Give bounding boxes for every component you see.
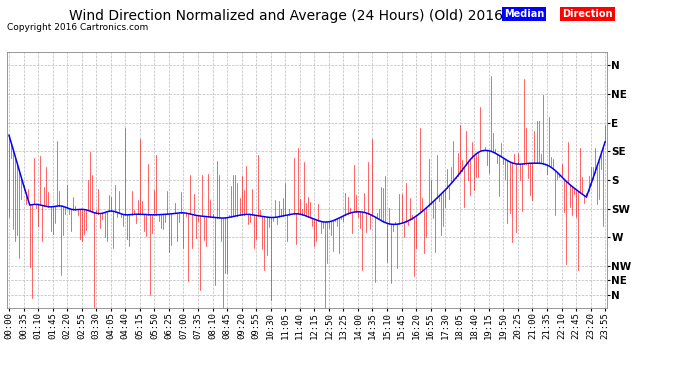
Text: Direction: Direction (562, 9, 613, 20)
Text: Median: Median (504, 9, 544, 20)
Text: Wind Direction Normalized and Average (24 Hours) (Old) 20160609: Wind Direction Normalized and Average (2… (69, 9, 538, 23)
Text: Copyright 2016 Cartronics.com: Copyright 2016 Cartronics.com (7, 22, 148, 32)
